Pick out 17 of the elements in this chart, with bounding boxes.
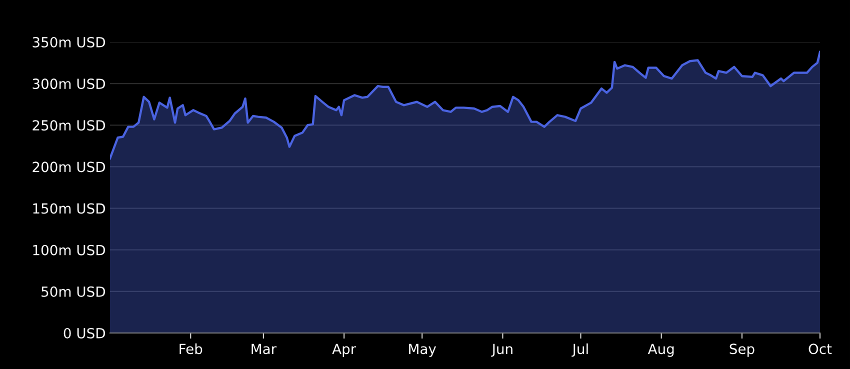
y-tick-label: 250m USD [32, 120, 106, 131]
y-tick-label: 50m USD [42, 286, 106, 297]
x-tick-label: Oct [808, 344, 832, 354]
x-tick-label: Apr [332, 344, 356, 357]
x-tick-label: Aug [648, 344, 674, 357]
x-tick-label: Mar [252, 344, 277, 354]
x-tick-label: Jul [572, 343, 588, 357]
y-tick-label: 100m USD [33, 244, 106, 256]
y-tick-label: 350m USD [32, 36, 106, 48]
x-tick-label: Jun [491, 344, 512, 357]
y-tick-label: 200m USD [32, 162, 106, 172]
x-tick-label: May [409, 344, 436, 357]
x-tick-label: Sep [730, 344, 754, 357]
y-tick-label: 0 USD [64, 328, 106, 338]
x-tick-label: Feb [180, 343, 202, 354]
y-tick-label: 300m USD [32, 78, 106, 90]
y-tick-label: 150m USD [33, 203, 106, 214]
